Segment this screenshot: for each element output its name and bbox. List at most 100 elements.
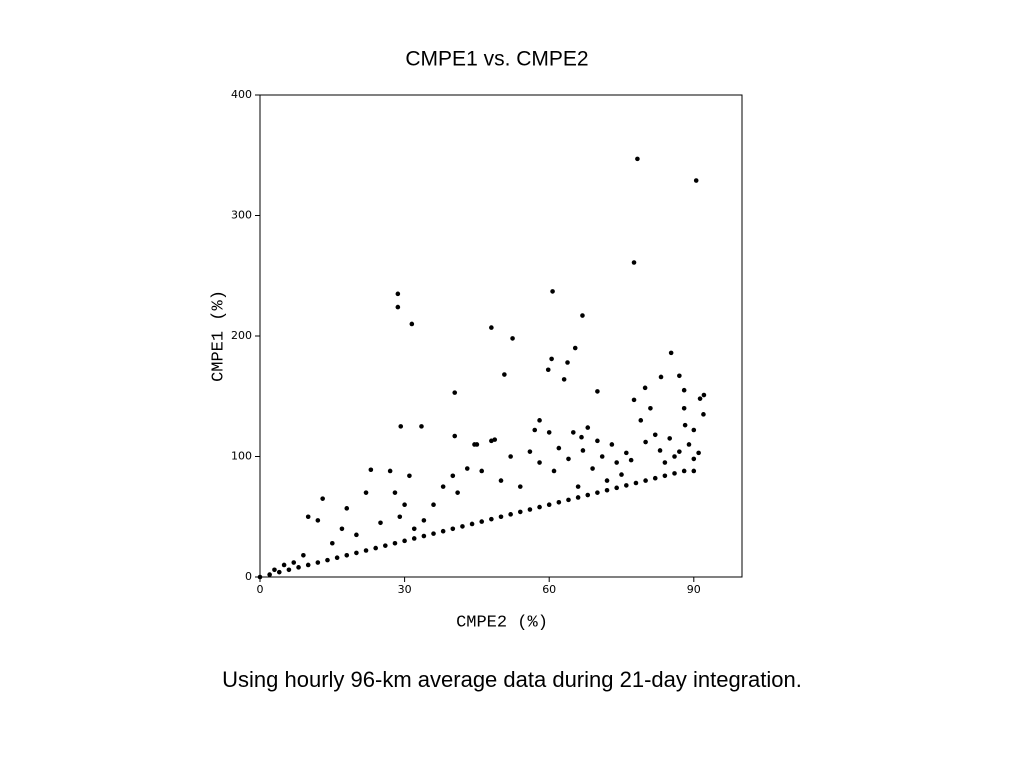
point (354, 532, 359, 538)
point (662, 460, 668, 465)
point (527, 449, 533, 454)
point (668, 350, 674, 356)
point (595, 490, 600, 495)
point (479, 519, 485, 524)
point (624, 450, 629, 456)
point (691, 468, 697, 474)
point (450, 526, 456, 532)
point (421, 518, 427, 523)
point (566, 497, 571, 503)
point (662, 473, 668, 479)
point (325, 557, 330, 563)
point (363, 548, 369, 553)
point (624, 483, 629, 488)
y-tick-label: 400 (231, 88, 252, 101)
point (686, 442, 692, 447)
point (614, 460, 619, 465)
point (546, 502, 552, 508)
y-tick-label: 0 (245, 570, 252, 583)
point (585, 425, 591, 430)
point (363, 490, 369, 495)
point (580, 448, 586, 453)
point (565, 360, 570, 365)
point (492, 437, 498, 442)
point (677, 373, 682, 379)
point (545, 367, 551, 373)
x-tick-label: 30 (398, 583, 412, 596)
point (551, 468, 557, 474)
point (373, 545, 378, 551)
x-tick-label: 0 (257, 583, 264, 596)
point (590, 466, 595, 471)
point (411, 526, 417, 532)
point (657, 448, 663, 453)
point (378, 520, 383, 526)
point (508, 512, 513, 517)
y-tick-label: 200 (231, 329, 252, 342)
point (431, 531, 436, 536)
point (489, 516, 494, 522)
caption: Using hourly 96-km average data during 2… (222, 667, 802, 692)
point (383, 543, 388, 548)
point (419, 424, 424, 429)
point (677, 449, 682, 454)
point (397, 514, 403, 520)
point (320, 496, 325, 501)
point (392, 540, 398, 546)
point (315, 518, 321, 523)
point (691, 456, 697, 462)
point (575, 495, 581, 500)
point (409, 321, 415, 327)
point (431, 502, 436, 508)
chart-title: CMPE1 vs. CMPE2 (405, 48, 588, 71)
y-tick-label: 300 (231, 209, 252, 222)
point (572, 345, 578, 351)
point (276, 569, 282, 575)
point (402, 502, 407, 508)
point (652, 432, 658, 438)
point (460, 524, 465, 529)
point (681, 468, 687, 474)
point (479, 468, 485, 474)
point (398, 424, 404, 429)
point (498, 514, 504, 520)
point (635, 156, 640, 162)
point (595, 438, 600, 444)
point (502, 372, 507, 377)
point (472, 442, 477, 447)
y-axis-label: CMPE1 (%) (209, 290, 228, 382)
point (440, 484, 446, 489)
x-tick-label: 60 (542, 583, 556, 596)
point (556, 499, 562, 505)
point (527, 507, 533, 512)
point (648, 406, 653, 411)
point (537, 460, 542, 465)
point (517, 484, 523, 489)
point (638, 418, 644, 423)
point (631, 260, 637, 265)
point (517, 509, 523, 515)
point (579, 434, 584, 440)
point (452, 433, 458, 439)
point (633, 480, 639, 486)
point (585, 492, 591, 498)
point (301, 553, 306, 558)
point (537, 418, 542, 423)
point (642, 385, 648, 391)
point (291, 560, 297, 565)
point (402, 538, 407, 544)
point (643, 478, 648, 483)
point (643, 439, 648, 445)
x-axis-label: CMPE2 (%) (456, 613, 548, 632)
point (614, 485, 619, 491)
point (339, 526, 345, 532)
point (604, 487, 610, 493)
point (701, 412, 706, 417)
point (691, 427, 697, 433)
point (546, 430, 552, 435)
point (681, 406, 687, 411)
point (392, 490, 398, 495)
point (575, 484, 581, 489)
point (464, 466, 470, 471)
